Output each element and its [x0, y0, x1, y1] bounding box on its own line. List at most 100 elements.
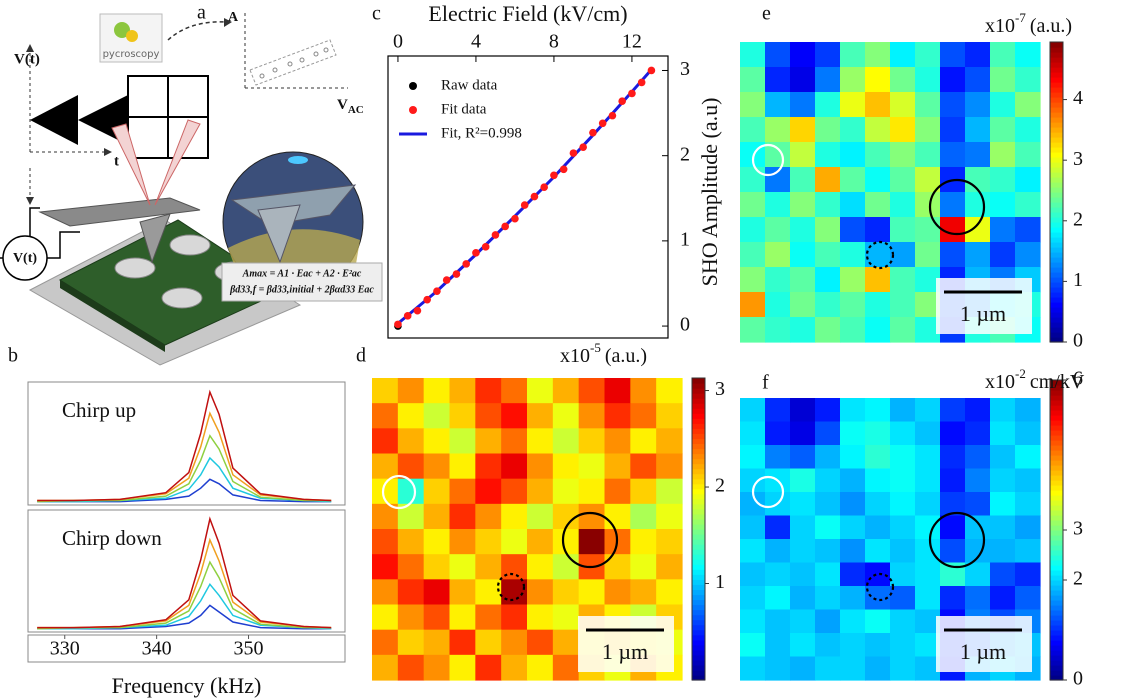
heatmap-cell: [740, 563, 766, 587]
colorbar-step: [1050, 600, 1063, 606]
heatmap-cell: [740, 610, 766, 634]
heatmap-cell: [398, 655, 424, 681]
colorbar-step: [1050, 530, 1063, 536]
colorbar-step: [1050, 72, 1063, 78]
colorbar-step: [692, 660, 705, 666]
heatmap-cell: [815, 398, 841, 422]
data-point: [531, 193, 539, 201]
heatmap-cell: [605, 403, 631, 429]
heatmap-cell: [475, 529, 501, 555]
colorbar-step: [692, 544, 705, 550]
data-point: [550, 171, 558, 179]
heatmap-cell: [815, 192, 841, 218]
heatmap-cell: [915, 422, 941, 446]
heatmap-cell: [940, 539, 966, 563]
heatmap-cell: [424, 454, 450, 480]
heatmap-cell: [553, 403, 579, 429]
heatmap-cell: [424, 630, 450, 656]
heatmap-cell: [424, 403, 450, 429]
heatmap-cell: [990, 516, 1016, 540]
heatmap-cell: [915, 92, 941, 118]
colorbar-step: [1050, 510, 1063, 516]
colorbar-step: [1050, 132, 1063, 138]
heatmap-cell: [398, 529, 424, 555]
colorbar-tick-label: 2: [1073, 568, 1083, 590]
colorbar-step: [1050, 655, 1063, 661]
colorbar-step: [692, 514, 705, 520]
heatmap-cell: [865, 267, 891, 293]
colorbar-step: [1050, 142, 1063, 148]
heatmap-cell: [765, 563, 791, 587]
heatmap-cell: [815, 317, 841, 343]
heatmap-cell: [765, 192, 791, 218]
colorbar-step: [1050, 595, 1063, 601]
heatmap-cell: [1015, 492, 1041, 516]
colorbar-step: [1050, 430, 1063, 436]
colorbar-step: [1050, 52, 1063, 58]
heatmap-cell: [765, 217, 791, 243]
heatmap-cell: [765, 516, 791, 540]
data-point: [521, 201, 529, 209]
heatmap-cell: [865, 563, 891, 587]
heatmap-cell: [815, 657, 841, 681]
heatmap-cell: [656, 403, 682, 429]
heatmap-cell: [372, 378, 398, 404]
colorbar-step: [1050, 455, 1063, 461]
heatmap-cell: [965, 92, 991, 118]
colorbar-step: [1050, 500, 1063, 506]
heatmap-cell: [840, 563, 866, 587]
heatmap-cell: [1015, 586, 1041, 610]
heatmap-cell: [865, 633, 891, 657]
heatmap-cell: [865, 192, 891, 218]
heatmap-cell: [501, 655, 527, 681]
heatmap-cell: [605, 554, 631, 580]
heatmap-cell: [398, 605, 424, 631]
colorbar-step: [692, 413, 705, 419]
heatmap-cell: [815, 142, 841, 168]
colorbar-step: [1050, 470, 1063, 476]
heatmap-cell: [501, 378, 527, 404]
heatmap-cell: [501, 428, 527, 454]
colorbar-step: [1050, 232, 1063, 238]
data-point: [423, 296, 431, 304]
heatmap-cell: [990, 242, 1016, 268]
heatmap-cell: [790, 445, 816, 469]
heatmap-cell: [915, 469, 941, 493]
colorbar-label-base: x10: [560, 345, 590, 367]
heatmap-cell: [990, 117, 1016, 143]
colorbar-label-unit: (a.u.): [1030, 15, 1072, 37]
heatmap-cell: [501, 529, 527, 555]
heatmap-cell: [815, 117, 841, 143]
heatmap-cell: [765, 67, 791, 93]
annotation: Chirp down: [62, 526, 162, 550]
legend-label: Raw data: [441, 77, 498, 93]
colorbar-step: [692, 610, 705, 616]
heatmap-cell: [765, 610, 791, 634]
colorbar-step: [1050, 485, 1063, 491]
colorbar-step: [1050, 172, 1063, 178]
heatmap-cell: [553, 479, 579, 505]
heatmap-cell: [890, 657, 916, 681]
heatmap-cell: [450, 504, 476, 530]
heatmap-cell: [372, 454, 398, 480]
heatmap-cell: [890, 516, 916, 540]
heatmap-cell: [605, 479, 631, 505]
heatmap-cell: [865, 492, 891, 516]
colorbar-step: [1050, 77, 1063, 83]
colorbar-step: [692, 448, 705, 454]
colorbar-step: [692, 433, 705, 439]
heatmap-cell: [790, 516, 816, 540]
heatmap-cell: [990, 217, 1016, 243]
colorbar-step: [1050, 505, 1063, 511]
heatmap-cell: [501, 454, 527, 480]
heatmap-cell: [656, 554, 682, 580]
colorbar-step: [1050, 332, 1063, 338]
heatmap-cell: [475, 605, 501, 631]
heatmap-cell: [765, 586, 791, 610]
colorbar-tick-label: 0: [1073, 668, 1083, 690]
data-point: [453, 270, 461, 278]
colorbar-step: [692, 418, 705, 424]
colorbar-step: [1050, 102, 1063, 108]
heatmap-cell: [965, 117, 991, 143]
colorbar-step: [692, 655, 705, 661]
